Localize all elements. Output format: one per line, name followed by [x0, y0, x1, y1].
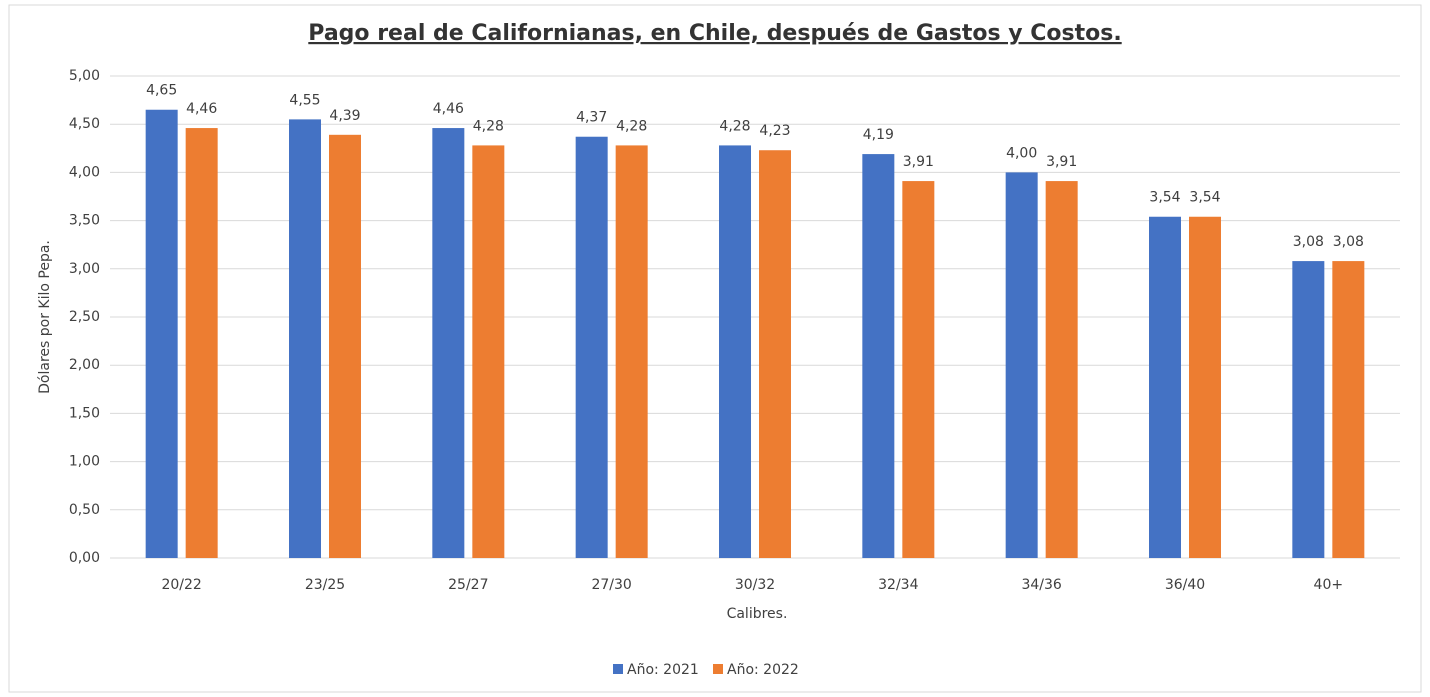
- y-tick-label: 2,00: [69, 357, 100, 373]
- y-tick-label: 0,50: [69, 502, 100, 518]
- bar: [289, 119, 321, 558]
- bar: [1292, 261, 1325, 558]
- y-tick-label: 1,00: [69, 454, 100, 470]
- value-label: 3,54: [1189, 190, 1220, 206]
- bar: [1045, 181, 1078, 559]
- x-tick-label: 27/30: [591, 577, 631, 593]
- value-label: 4,23: [759, 123, 790, 139]
- bar: [472, 145, 505, 558]
- value-label: 4,46: [186, 101, 217, 117]
- x-tick-label: 36/40: [1165, 577, 1205, 593]
- value-label: 3,91: [1046, 154, 1077, 170]
- bar: [902, 181, 935, 559]
- x-tick-label: 40+: [1314, 577, 1344, 593]
- bar: [615, 145, 648, 558]
- chart-border: [8, 4, 1422, 693]
- bar: [862, 154, 895, 559]
- legend-swatch: [613, 664, 623, 674]
- chart-title: Pago real de Californianas, en Chile, de…: [308, 21, 1121, 46]
- bar: [329, 134, 361, 558]
- value-label: 4,39: [329, 108, 360, 124]
- y-tick-label: 4,00: [69, 164, 100, 180]
- y-tick-label: 4,50: [69, 116, 100, 132]
- value-label: 4,28: [616, 118, 647, 134]
- bar: [1005, 172, 1038, 558]
- value-label: 4,37: [576, 110, 607, 126]
- value-label: 4,55: [289, 92, 320, 108]
- value-label: 4,28: [719, 118, 750, 134]
- legend-label: Año: 2022: [727, 662, 799, 678]
- y-tick-label: 2,50: [69, 309, 100, 325]
- value-label: 3,54: [1149, 190, 1180, 206]
- y-tick-label: 5,00: [69, 68, 100, 84]
- value-label: 4,00: [1006, 145, 1037, 161]
- y-tick-label: 1,50: [69, 405, 100, 421]
- x-tick-label: 32/34: [878, 577, 918, 593]
- bar: [1149, 216, 1181, 558]
- x-tick-label: 34/36: [1021, 577, 1061, 593]
- legend-label: Año: 2021: [627, 662, 699, 678]
- value-label: 3,08: [1333, 234, 1364, 250]
- value-label: 3,91: [903, 154, 934, 170]
- bar: [145, 109, 178, 559]
- x-tick-label: 25/27: [448, 577, 488, 593]
- y-tick-label: 3,50: [69, 213, 100, 229]
- legend-swatch: [713, 664, 723, 674]
- value-label: 3,08: [1293, 234, 1324, 250]
- x-tick-label: 30/32: [735, 577, 775, 593]
- bar: [432, 128, 465, 558]
- x-tick-label: 20/22: [161, 577, 201, 593]
- y-tick-label: 0,00: [69, 550, 100, 566]
- bar: [575, 136, 608, 558]
- value-label: 4,19: [863, 127, 894, 143]
- y-tick-label: 3,00: [69, 261, 100, 277]
- y-axis-title: Dólares por Kilo Pepa.: [37, 240, 53, 394]
- value-label: 4,65: [146, 83, 177, 99]
- bar: [759, 150, 791, 558]
- x-axis-title: Calibres.: [727, 606, 788, 622]
- value-label: 4,46: [433, 101, 464, 117]
- bar: [719, 145, 751, 558]
- bar: [1332, 261, 1365, 558]
- x-tick-label: 23/25: [305, 577, 345, 593]
- bar: [1189, 216, 1221, 558]
- bar: [185, 128, 218, 558]
- value-label: 4,28: [473, 118, 504, 134]
